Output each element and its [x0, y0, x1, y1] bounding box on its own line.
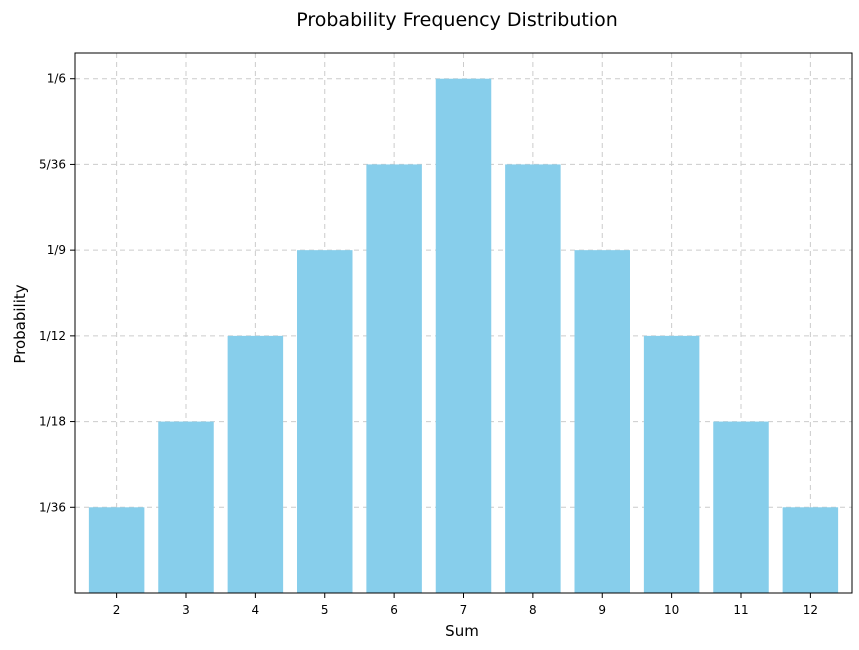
bar-sum-2: [88, 507, 145, 593]
x-tick-label-8: 8: [529, 603, 537, 617]
x-tick-label-11: 11: [733, 603, 748, 617]
x-tick-label-5: 5: [321, 603, 329, 617]
y-axis-ticks: 1/36 1/18 1/12 1/9 5/36 1/6: [39, 72, 75, 514]
bar-sum-6: [366, 164, 422, 593]
bar-sum-7: [435, 78, 492, 593]
x-tick-label-6: 6: [390, 603, 398, 617]
y-tick-label-4: 5/36: [39, 157, 66, 171]
bar-sum-3: [158, 421, 214, 593]
x-axis-label: Sum: [445, 622, 479, 640]
bar-sum-4: [227, 335, 284, 593]
x-tick-label-7: 7: [460, 603, 468, 617]
y-tick-label-2: 1/12: [39, 329, 66, 343]
y-tick-label-1: 1/18: [39, 415, 66, 429]
y-axis-label: Probability: [11, 284, 29, 363]
y-tick-label-5: 1/6: [47, 72, 66, 86]
bar-sum-9: [574, 250, 630, 593]
chart-title: Probability Frequency Distribution: [296, 9, 618, 31]
bar-sum-11: [713, 421, 769, 593]
x-axis-ticks: 2 3 4 5 6 7 8 9 10 11 12: [113, 593, 818, 617]
x-tick-label-2: 2: [113, 603, 121, 617]
y-tick-label-3: 1/9: [47, 243, 66, 257]
x-tick-label-3: 3: [182, 603, 190, 617]
bar-sum-10: [643, 335, 700, 593]
y-tick-label-0: 1/36: [39, 500, 66, 514]
bar-sum-12: [782, 507, 839, 593]
bars: [88, 78, 839, 593]
bar-sum-8: [505, 164, 561, 593]
x-tick-label-9: 9: [598, 603, 606, 617]
bar-sum-5: [297, 250, 353, 593]
x-tick-label-10: 10: [664, 603, 679, 617]
x-tick-label-4: 4: [252, 603, 260, 617]
x-tick-label-12: 12: [803, 603, 818, 617]
